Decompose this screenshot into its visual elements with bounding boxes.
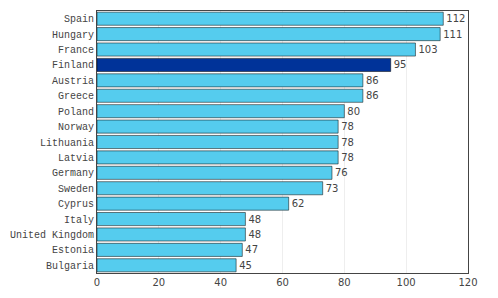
svg-text:48: 48 [248,229,261,240]
svg-text:86: 86 [366,90,379,101]
svg-text:United Kingdom: United Kingdom [10,230,94,241]
svg-text:Norway: Norway [58,122,94,133]
svg-text:Germany: Germany [52,168,94,179]
svg-text:100: 100 [397,277,416,288]
svg-text:95: 95 [394,59,407,70]
svg-text:111: 111 [443,29,462,40]
svg-text:80: 80 [338,277,351,288]
svg-text:45: 45 [239,260,252,271]
svg-text:Estonia: Estonia [52,245,94,256]
svg-text:120: 120 [458,277,477,288]
svg-text:78: 78 [341,137,354,148]
svg-text:76: 76 [335,167,348,178]
svg-text:France: France [58,45,94,56]
svg-text:Austria: Austria [52,76,94,87]
svg-text:40: 40 [214,277,227,288]
svg-text:Poland: Poland [58,107,94,118]
svg-text:60: 60 [276,277,289,288]
svg-text:Italy: Italy [64,215,94,226]
svg-text:78: 78 [341,152,354,163]
svg-text:86: 86 [366,75,379,86]
svg-text:Hungary: Hungary [52,30,94,41]
svg-text:Lithuania: Lithuania [40,138,94,149]
svg-text:73: 73 [326,183,339,194]
svg-text:Bulgaria: Bulgaria [46,261,94,272]
svg-text:47: 47 [245,244,258,255]
svg-text:Greece: Greece [58,91,94,102]
svg-text:78: 78 [341,121,354,132]
svg-text:48: 48 [248,214,261,225]
svg-text:20: 20 [152,277,165,288]
svg-text:80: 80 [347,106,360,117]
svg-text:Latvia: Latvia [58,153,94,164]
svg-text:Spain: Spain [64,14,94,25]
svg-text:0: 0 [94,277,100,288]
svg-text:112: 112 [446,13,465,24]
svg-text:Sweden: Sweden [58,184,94,195]
svg-text:103: 103 [418,44,437,55]
svg-text:Cyprus: Cyprus [58,199,94,210]
svg-text:Finland: Finland [52,60,94,71]
svg-text:62: 62 [292,198,305,209]
